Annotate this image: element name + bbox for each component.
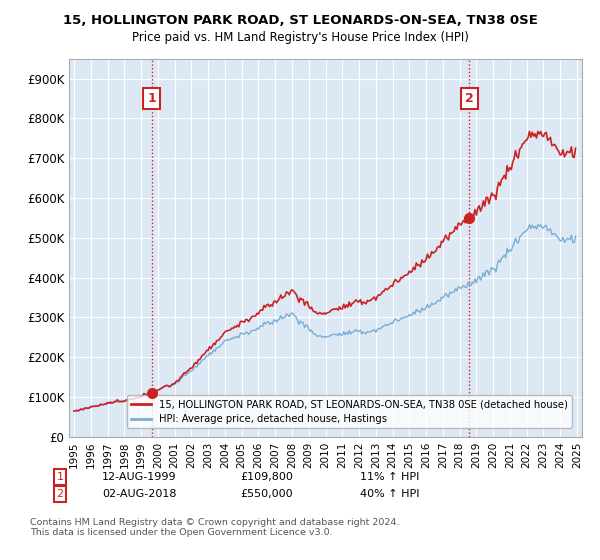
Text: 11% ↑ HPI: 11% ↑ HPI (360, 472, 419, 482)
Text: 02-AUG-2018: 02-AUG-2018 (102, 489, 176, 499)
Text: £550,000: £550,000 (240, 489, 293, 499)
Legend: 15, HOLLINGTON PARK ROAD, ST LEONARDS-ON-SEA, TN38 0SE (detached house), HPI: Av: 15, HOLLINGTON PARK ROAD, ST LEONARDS-ON… (127, 395, 572, 428)
Text: Price paid vs. HM Land Registry's House Price Index (HPI): Price paid vs. HM Land Registry's House … (131, 31, 469, 44)
Text: 1: 1 (147, 92, 156, 105)
Text: 15, HOLLINGTON PARK ROAD, ST LEONARDS-ON-SEA, TN38 0SE: 15, HOLLINGTON PARK ROAD, ST LEONARDS-ON… (62, 14, 538, 27)
Text: £109,800: £109,800 (240, 472, 293, 482)
Text: 1: 1 (56, 472, 64, 482)
Text: 12-AUG-1999: 12-AUG-1999 (102, 472, 176, 482)
Text: 2: 2 (465, 92, 474, 105)
Text: 40% ↑ HPI: 40% ↑ HPI (360, 489, 419, 499)
Text: 2: 2 (56, 489, 64, 499)
Text: Contains HM Land Registry data © Crown copyright and database right 2024.
This d: Contains HM Land Registry data © Crown c… (30, 518, 400, 538)
